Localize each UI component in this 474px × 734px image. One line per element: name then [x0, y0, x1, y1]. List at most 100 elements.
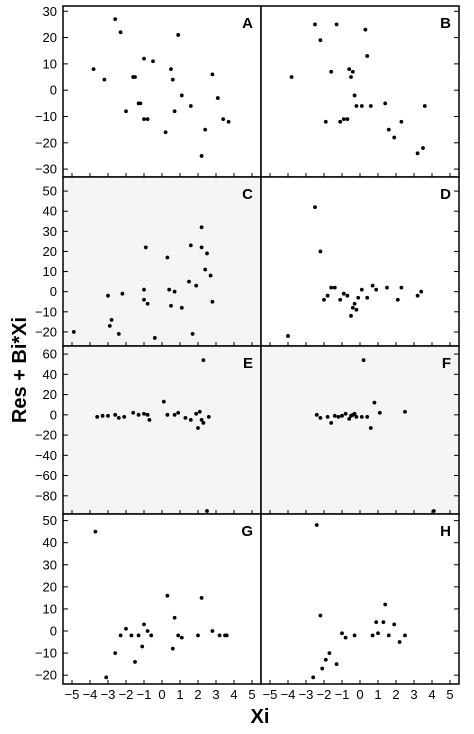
y-axis-label: Res + Bi*Xi: [9, 317, 31, 423]
y-tick-labels: 3020100−10−20−3050403020100−10−206040200…: [35, 4, 57, 683]
y-tick-label: −20: [35, 324, 57, 339]
data-point: [200, 246, 204, 250]
x-tick-label: −1: [335, 687, 350, 702]
y-tick-label: 20: [43, 30, 57, 45]
y-tick-label: −40: [35, 448, 57, 463]
y-tick-label: 0: [50, 624, 57, 639]
data-point: [106, 414, 110, 418]
data-point: [329, 286, 333, 290]
data-point: [328, 651, 332, 655]
data-point: [162, 400, 166, 404]
data-point: [324, 120, 328, 124]
data-point: [216, 96, 220, 100]
data-point: [356, 296, 360, 300]
data-point: [340, 631, 344, 635]
x-axis-label: Xi: [251, 706, 270, 728]
data-point: [184, 416, 188, 420]
panel-g: G: [63, 514, 261, 684]
data-point: [173, 290, 177, 294]
data-point: [113, 413, 117, 417]
y-tick-label: 40: [43, 204, 57, 219]
y-tick-label: −80: [35, 488, 57, 503]
data-point: [344, 636, 348, 640]
y-tick-label: −20: [35, 668, 57, 683]
panel-label: A: [242, 15, 253, 32]
data-point: [146, 629, 150, 633]
y-tick-label: −30: [35, 162, 57, 177]
panel-c: C: [63, 177, 261, 346]
x-tick-label: 3: [410, 687, 417, 702]
data-point: [353, 94, 357, 98]
y-tick-label: 60: [43, 347, 57, 362]
data-point: [227, 120, 231, 124]
data-point: [290, 75, 294, 79]
x-tick-labels: −5 −4 −3 −2 −1 0 1 2 3 4 5 −5 −4 −3 −2 −1 0 1 2 3 4 5: [65, 687, 454, 702]
data-point: [130, 634, 134, 638]
panel-a: A: [63, 6, 261, 177]
data-point: [403, 634, 407, 638]
data-point: [313, 23, 317, 27]
data-point: [113, 651, 117, 655]
y-tick-label: 50: [43, 184, 57, 199]
data-point: [189, 418, 193, 422]
x-tick-label: −1: [137, 687, 152, 702]
data-point: [351, 70, 355, 74]
data-point: [337, 415, 341, 419]
data-point: [148, 418, 152, 422]
y-tick-label: 0: [50, 284, 57, 299]
data-point: [203, 128, 207, 132]
data-point: [113, 17, 117, 21]
data-point: [139, 101, 143, 105]
data-point: [173, 109, 177, 113]
data-point: [194, 412, 198, 416]
y-tick-label: 0: [50, 407, 57, 422]
x-tick-label: −3: [299, 687, 314, 702]
data-point: [353, 302, 357, 306]
data-point: [146, 413, 150, 417]
y-tick-label: −10: [35, 646, 57, 661]
data-point: [360, 288, 364, 292]
data-point: [315, 413, 319, 417]
y-tick-label: −20: [35, 428, 57, 443]
data-point: [326, 415, 330, 419]
data-point: [187, 280, 191, 284]
y-tick-label: 0: [50, 83, 57, 98]
data-point: [320, 667, 324, 671]
data-point: [387, 634, 391, 638]
y-tick-label: −60: [35, 468, 57, 483]
data-point: [164, 130, 168, 134]
panel-h: H: [261, 514, 459, 684]
data-point: [122, 415, 126, 419]
data-point: [333, 414, 337, 418]
data-point: [360, 415, 364, 419]
data-point: [103, 78, 107, 82]
data-point: [146, 117, 150, 121]
data-point: [387, 128, 391, 132]
x-tick-label: 1: [176, 687, 183, 702]
data-point: [364, 28, 368, 32]
x-tick-label: 4: [230, 687, 237, 702]
data-point: [142, 412, 146, 416]
data-point: [198, 410, 202, 414]
data-point: [322, 298, 326, 302]
data-point: [335, 23, 339, 27]
data-point: [416, 294, 420, 298]
data-point: [382, 620, 386, 624]
data-point: [218, 634, 222, 638]
data-point: [311, 675, 315, 679]
data-point: [419, 290, 423, 294]
x-tick-label: −5: [263, 687, 278, 702]
data-point: [205, 252, 209, 256]
data-point: [355, 104, 359, 108]
data-point: [171, 647, 175, 651]
data-point: [166, 413, 170, 417]
x-tick-label: 0: [158, 687, 165, 702]
data-point: [200, 225, 204, 229]
data-point: [108, 324, 112, 328]
panel-label: B: [440, 15, 451, 32]
data-point: [315, 523, 319, 527]
data-point: [374, 288, 378, 292]
data-point: [94, 530, 98, 534]
data-point: [421, 146, 425, 150]
data-point: [167, 288, 171, 292]
